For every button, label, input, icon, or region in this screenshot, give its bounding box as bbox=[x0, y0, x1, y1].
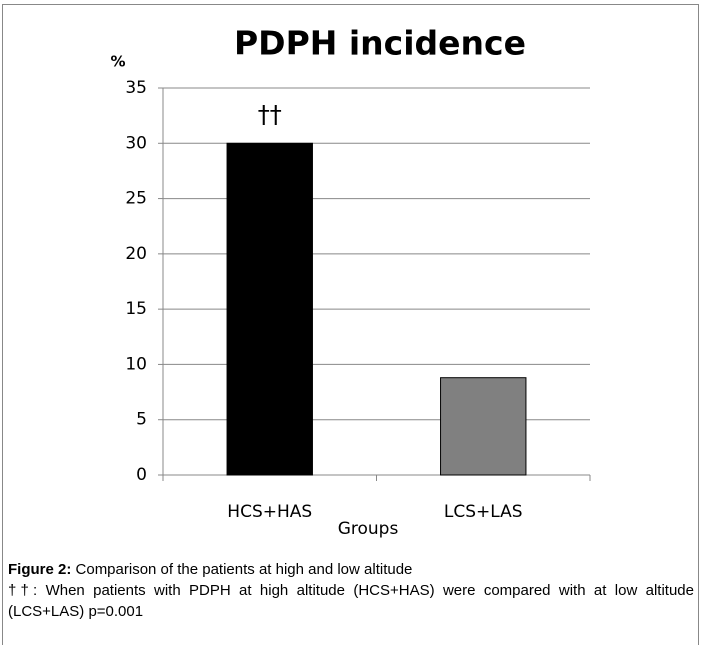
caption-line: Figure 2: Comparison of the patients at … bbox=[8, 559, 694, 580]
bar bbox=[226, 142, 313, 476]
annotation: †† bbox=[258, 100, 282, 128]
x-tick-label: LCS+LAS bbox=[444, 502, 523, 522]
caption-text: Comparison of the patients at high and l… bbox=[75, 561, 413, 578]
y-tick-label: 0 bbox=[136, 465, 147, 485]
y-tick-label: 20 bbox=[125, 244, 147, 264]
x-axis-label: Groups bbox=[338, 519, 399, 539]
y-tick-label: 35 bbox=[125, 78, 147, 98]
x-tick-label: HCS+HAS bbox=[227, 502, 312, 522]
y-tick-label: 30 bbox=[125, 133, 147, 153]
bar bbox=[440, 377, 527, 476]
y-tick-label: 25 bbox=[125, 189, 147, 209]
y-axis-label: % bbox=[110, 53, 125, 71]
chart-title: PDPH incidence bbox=[234, 24, 526, 63]
y-tick-label: 5 bbox=[136, 410, 147, 430]
caption-note: ††: When patients with PDPH at high alti… bbox=[8, 582, 694, 620]
caption: Figure 2: Comparison of the patients at … bbox=[8, 559, 694, 622]
caption-label: Figure 2: bbox=[8, 561, 72, 578]
y-tick-label: 15 bbox=[125, 299, 147, 319]
y-tick-label: 10 bbox=[125, 354, 147, 374]
figure-frame bbox=[2, 4, 699, 645]
chart: PDPH incidence % Groups 0 5 10 15 20 25 30 35 HC… bbox=[110, 24, 591, 539]
